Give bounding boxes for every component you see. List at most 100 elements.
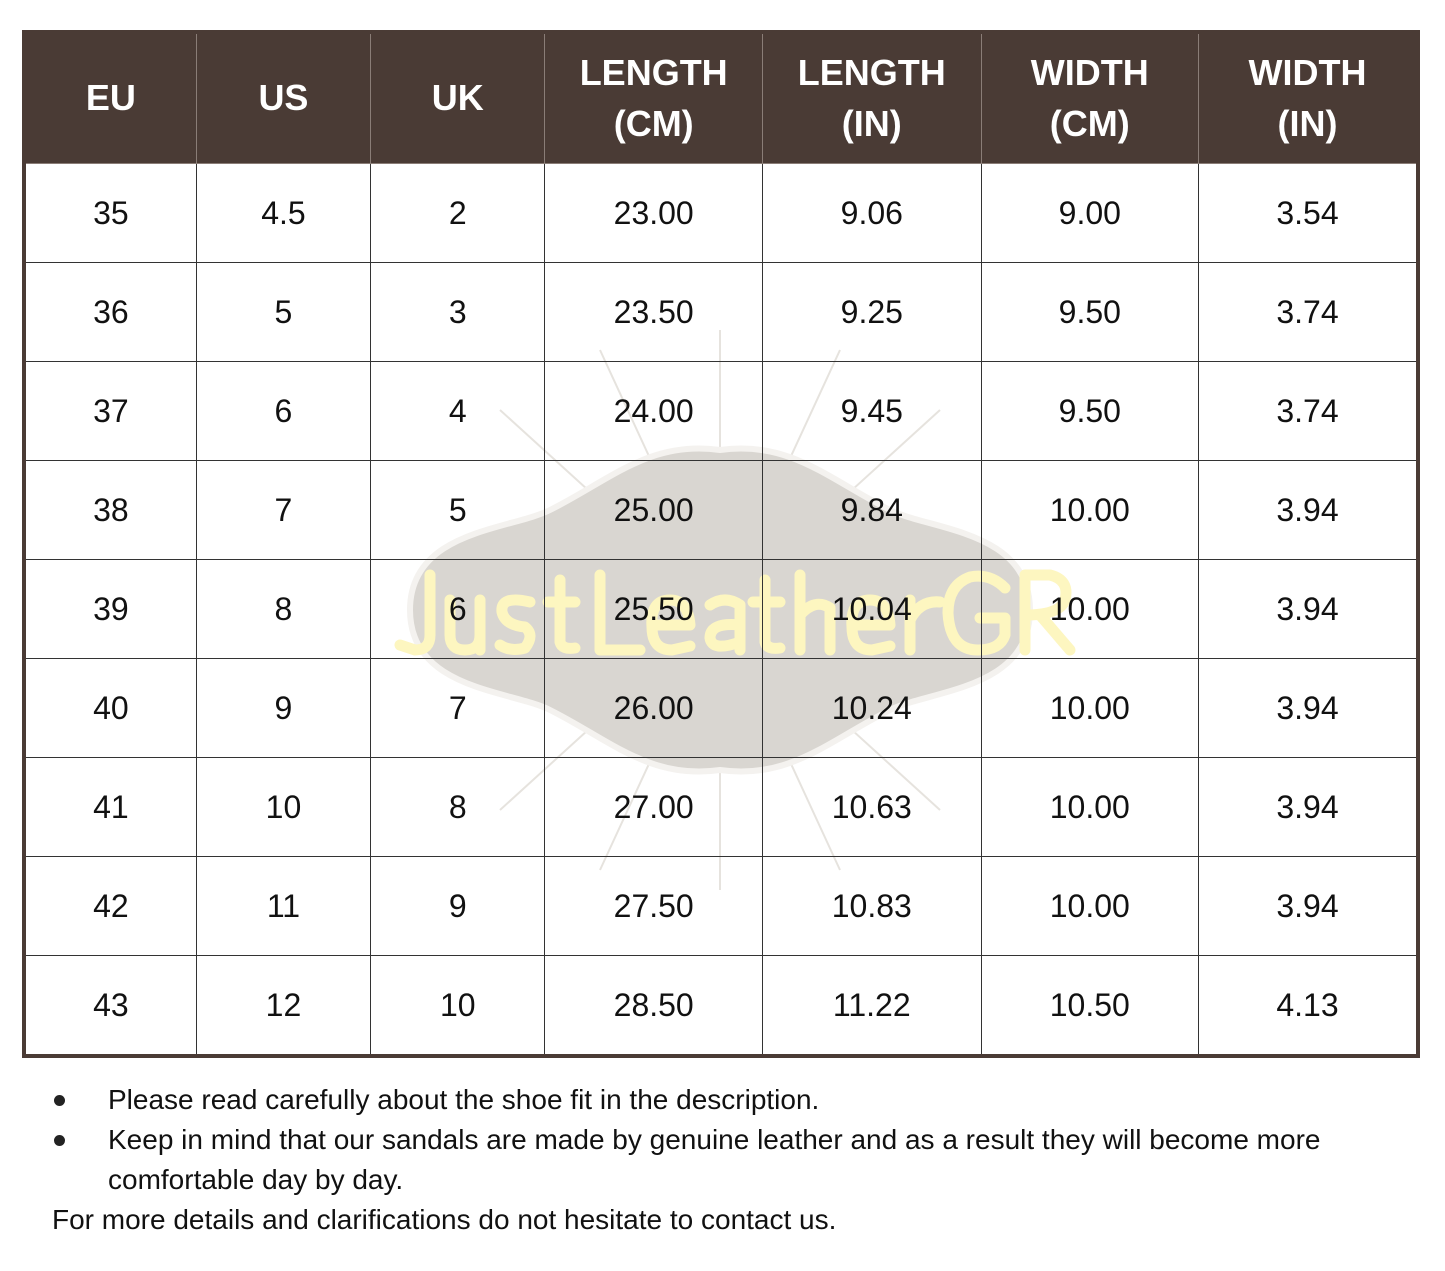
size-chart-table: EU US UK LENGTH (CM) LENGTH (IN) WIDTH (CM) WIDTH… xyxy=(22,30,1420,1058)
column-header: LENGTH (IN) xyxy=(761,31,982,164)
table-cell: 10.00 xyxy=(980,757,1200,857)
table-cell: 9.06 xyxy=(761,163,982,263)
note-text: Keep in mind that our sandals are made b… xyxy=(108,1124,1321,1195)
table-cell: 10.00 xyxy=(980,658,1200,758)
table-cell: 3 xyxy=(370,262,546,362)
table-cell: 23.50 xyxy=(544,262,763,362)
table-cell: 27.50 xyxy=(544,856,763,956)
note-item: Keep in mind that our sandals are made b… xyxy=(52,1120,1422,1200)
table-cell: 3.74 xyxy=(1198,361,1419,461)
table-cell: 3.94 xyxy=(1198,658,1419,758)
table-cell: 7 xyxy=(195,460,372,560)
table-cell: 37 xyxy=(23,361,197,461)
table-cell: 42 xyxy=(23,856,197,956)
table-cell: 9.84 xyxy=(761,460,982,560)
table-cell: 7 xyxy=(370,658,546,758)
table-cell: 8 xyxy=(370,757,546,857)
header-unit: (IN) xyxy=(841,102,902,144)
table-row: 39 8 6 25.50 10.04 10.00 3.94 xyxy=(23,559,1419,659)
header-line: LENGTH xyxy=(579,52,728,94)
table-cell: 5 xyxy=(370,460,546,560)
note-text: Please read carefully about the shoe fit… xyxy=(108,1084,820,1115)
table-cell: 38 xyxy=(23,460,197,560)
table-row: 35 4.5 2 23.00 9.06 9.00 3.54 xyxy=(23,163,1419,263)
table-cell: 26.00 xyxy=(544,658,763,758)
table-cell: 4 xyxy=(370,361,546,461)
table-cell: 36 xyxy=(23,262,197,362)
table-cell: 40 xyxy=(23,658,197,758)
column-header: WIDTH (IN) xyxy=(1198,31,1419,164)
table-row: 41 10 8 27.00 10.63 10.00 3.94 xyxy=(23,757,1419,857)
table-cell: 3.94 xyxy=(1198,559,1419,659)
header-line: WIDTH xyxy=(1030,52,1149,94)
table-row: 40 9 7 26.00 10.24 10.00 3.94 xyxy=(23,658,1419,758)
table-cell: 6 xyxy=(370,559,546,659)
table-cell: 6 xyxy=(195,361,372,461)
table-cell: 10.63 xyxy=(761,757,982,857)
note-item: Please read carefully about the shoe fit… xyxy=(52,1080,1422,1120)
header-unit: (IN) xyxy=(1277,102,1338,144)
table-cell: 3.74 xyxy=(1198,262,1419,362)
header-line: UK xyxy=(431,77,484,119)
table-cell: 4.13 xyxy=(1198,955,1419,1057)
table-cell: 4.5 xyxy=(195,163,372,263)
table-cell: 3.94 xyxy=(1198,460,1419,560)
footer-text: For more details and clarifications do n… xyxy=(52,1204,837,1235)
table-cell: 43 xyxy=(23,955,197,1057)
table-cell: 10 xyxy=(195,757,372,857)
table-cell: 9 xyxy=(370,856,546,956)
table-cell: 39 xyxy=(23,559,197,659)
table-cell: 3.94 xyxy=(1198,757,1419,857)
column-header: WIDTH (CM) xyxy=(980,31,1200,164)
header-unit: (CM) xyxy=(1049,102,1130,144)
table-cell: 12 xyxy=(195,955,372,1057)
header-line: US xyxy=(258,77,309,119)
table-cell: 10.83 xyxy=(761,856,982,956)
table-cell: 2 xyxy=(370,163,546,263)
table-cell: 5 xyxy=(195,262,372,362)
table-cell: 25.50 xyxy=(544,559,763,659)
table-cell: 10 xyxy=(370,955,546,1057)
table-cell: 10.00 xyxy=(980,559,1200,659)
table-cell: 27.00 xyxy=(544,757,763,857)
table-cell: 3.54 xyxy=(1198,163,1419,263)
column-header: LENGTH (CM) xyxy=(544,31,763,164)
table-cell: 35 xyxy=(23,163,197,263)
table-row: 38 7 5 25.00 9.84 10.00 3.94 xyxy=(23,460,1419,560)
table-cell: 10.00 xyxy=(980,856,1200,956)
bullet-icon xyxy=(54,1135,65,1146)
header-line: WIDTH xyxy=(1248,52,1367,94)
table-cell: 25.00 xyxy=(544,460,763,560)
table-cell: 9 xyxy=(195,658,372,758)
table-cell: 10.24 xyxy=(761,658,982,758)
table-cell: 9.00 xyxy=(980,163,1200,263)
table-cell: 9.45 xyxy=(761,361,982,461)
header-row: EU US UK LENGTH (CM) LENGTH (IN) WIDTH (CM) WIDTH… xyxy=(23,31,1419,164)
column-header: UK xyxy=(370,31,546,164)
header-unit: (CM) xyxy=(613,102,694,144)
table-cell: 10.04 xyxy=(761,559,982,659)
bullet-icon xyxy=(54,1095,65,1106)
table-cell: 9.25 xyxy=(761,262,982,362)
table-cell: 41 xyxy=(23,757,197,857)
table-cell: 9.50 xyxy=(980,262,1200,362)
table-row: 43 12 10 28.50 11.22 10.50 4.13 xyxy=(23,955,1419,1057)
table-cell: 9.50 xyxy=(980,361,1200,461)
column-header: US xyxy=(195,31,372,164)
table-cell: 10.00 xyxy=(980,460,1200,560)
table-cell: 3.94 xyxy=(1198,856,1419,956)
table-cell: 10.50 xyxy=(980,955,1200,1057)
table-row: 37 6 4 24.00 9.45 9.50 3.74 xyxy=(23,361,1419,461)
table-cell: 11.22 xyxy=(761,955,982,1057)
table-cell: 11 xyxy=(195,856,372,956)
header-line: EU xyxy=(85,77,136,119)
notes: Please read carefully about the shoe fit… xyxy=(52,1080,1422,1240)
column-header: EU xyxy=(23,31,197,164)
header-line: LENGTH xyxy=(797,52,946,94)
table-row: 42 11 9 27.50 10.83 10.00 3.94 xyxy=(23,856,1419,956)
table-cell: 28.50 xyxy=(544,955,763,1057)
table-cell: 24.00 xyxy=(544,361,763,461)
table-cell: 8 xyxy=(195,559,372,659)
table-row: 36 5 3 23.50 9.25 9.50 3.74 xyxy=(23,262,1419,362)
table-cell: 23.00 xyxy=(544,163,763,263)
